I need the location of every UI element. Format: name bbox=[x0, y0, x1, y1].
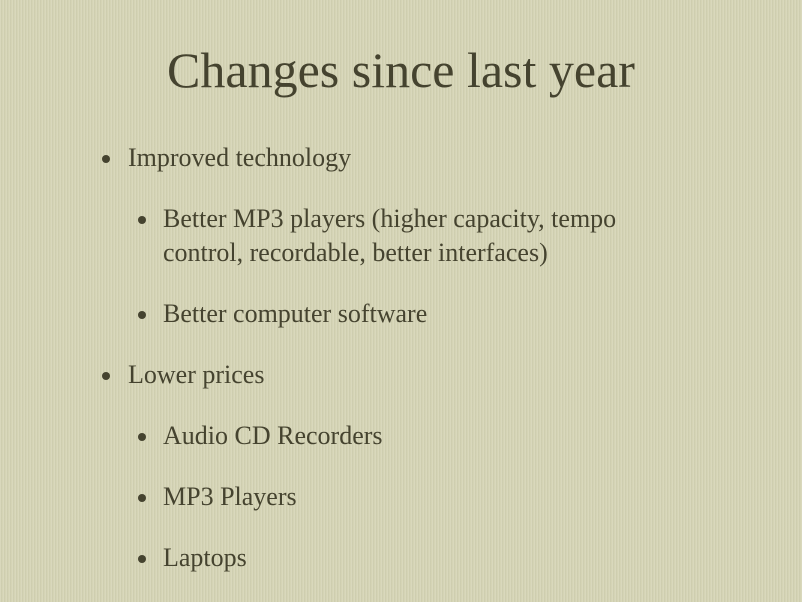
bullet-dot bbox=[138, 555, 146, 563]
bullet-dot bbox=[138, 216, 146, 224]
bullet-laptops: Laptops bbox=[163, 543, 247, 572]
bullet-lower-prices: Lower prices bbox=[128, 360, 265, 389]
bullet-dot bbox=[102, 155, 110, 163]
bullet-mp3-players: MP3 Players bbox=[163, 482, 297, 511]
bullet-dot bbox=[138, 494, 146, 502]
bullet-dot bbox=[138, 433, 146, 441]
bullet-audio-cd-recorders: Audio CD Recorders bbox=[163, 421, 383, 450]
bullet-dot bbox=[138, 311, 146, 319]
bullet-better-software: Better computer software bbox=[163, 299, 428, 328]
bullet-dot bbox=[102, 372, 110, 380]
bullet-improved-technology: Improved technology bbox=[128, 143, 352, 172]
bullet-better-mp3-players: Better MP3 players (higher capacity, tem… bbox=[163, 204, 617, 267]
slide-title: Changes since last year bbox=[167, 42, 635, 98]
